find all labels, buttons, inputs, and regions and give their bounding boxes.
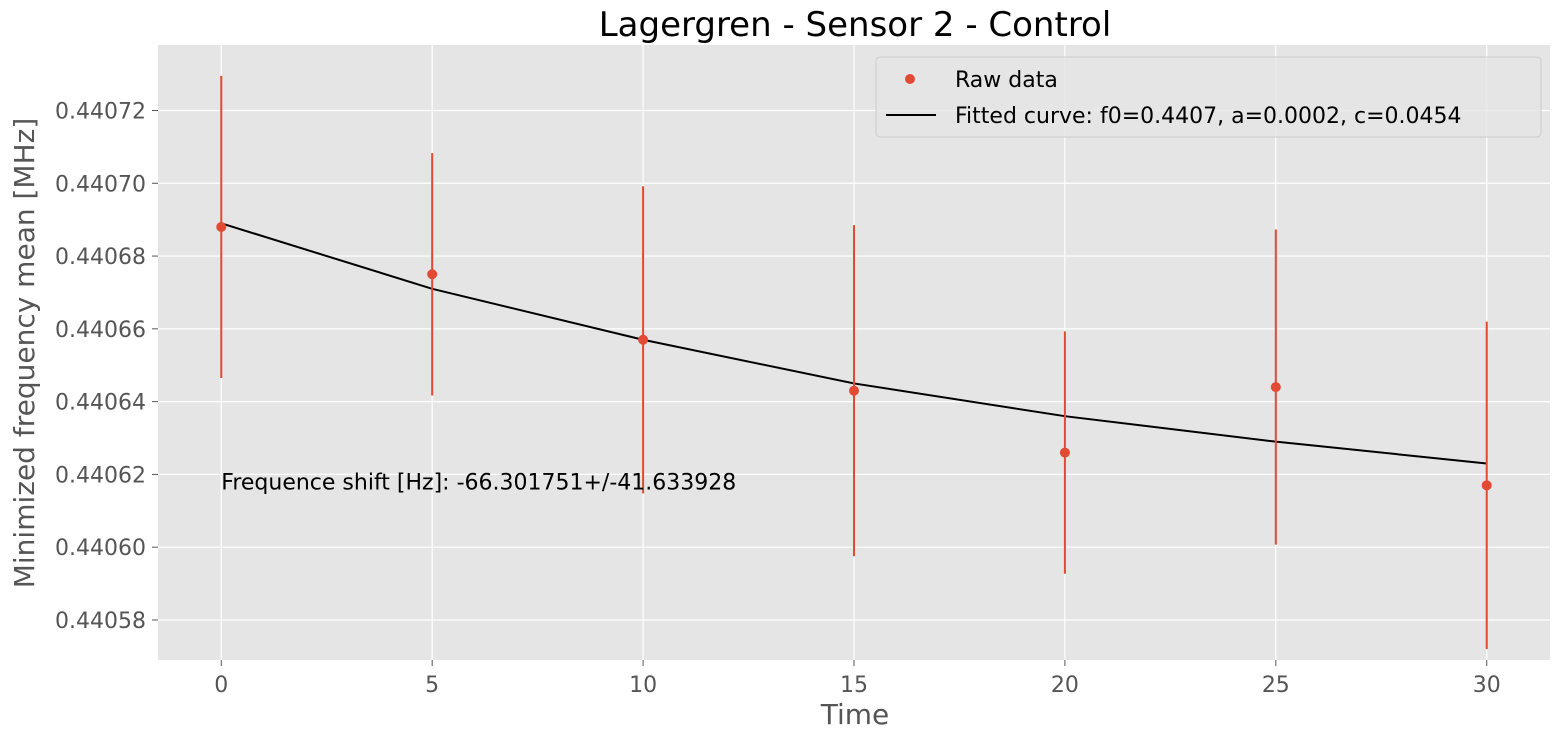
y-tick-label: 0.44064: [55, 391, 146, 416]
x-tick-label: 10: [629, 673, 657, 698]
raw-data-points: [216, 75, 1492, 650]
frequency-shift-annotation: Frequence shift [Hz]: -66.301751+/-41.63…: [221, 471, 736, 496]
legend-raw-data-marker: [905, 74, 915, 84]
x-tick-label: 5: [425, 673, 439, 698]
x-axis-label: Time: [820, 698, 890, 731]
x-tick-label: 20: [1051, 673, 1079, 698]
data-point: [1059, 447, 1070, 458]
y-tick-label: 0.44060: [55, 536, 146, 561]
chart-title: Lagergren - Sensor 2 - Control: [599, 5, 1112, 45]
x-tick-label: 15: [840, 673, 868, 698]
y-axis-label: Minimized frequency mean [MHz]: [8, 118, 41, 589]
axis-ticks: 0 5 10 15 20 25 30 0.44058 0.44060 0.44062 0.44064…: [55, 100, 1501, 698]
y-tick-label: 0.44072: [55, 100, 146, 125]
x-tick-label: 0: [214, 673, 228, 698]
legend-box: [875, 56, 1542, 138]
x-tick-label: 30: [1473, 673, 1501, 698]
legend-fitted-curve-label: Fitted curve: f0=0.4407, a=0.0002, c=0.0…: [955, 104, 1461, 129]
legend-raw-data-label: Raw data: [955, 68, 1058, 93]
data-point: [216, 221, 227, 232]
data-point: [1481, 480, 1492, 491]
x-tick-label: 25: [1262, 673, 1290, 698]
legend: Raw data Fitted curve: f0=0.4407, a=0.00…: [875, 56, 1542, 138]
data-point: [638, 334, 649, 345]
data-point: [427, 269, 438, 280]
y-tick-label: 0.44068: [55, 245, 146, 270]
y-tick-label: 0.44066: [55, 318, 146, 343]
data-point: [1270, 382, 1281, 393]
data-point: [849, 385, 859, 396]
y-tick-label: 0.44058: [55, 609, 146, 634]
y-tick-label: 0.44070: [55, 172, 146, 197]
y-tick-label: 0.44062: [55, 463, 146, 488]
